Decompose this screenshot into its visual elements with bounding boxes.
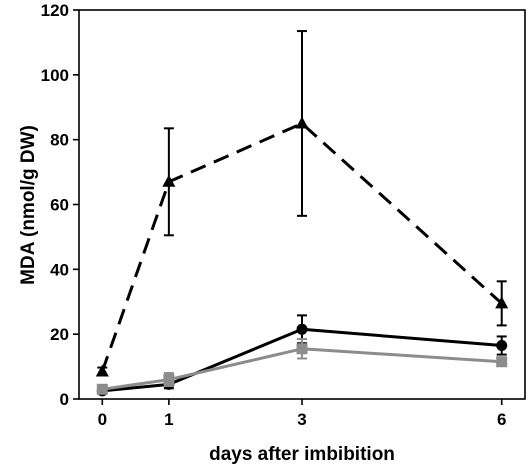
marks-layer	[95, 30, 509, 397]
series-1-line	[100, 122, 503, 372]
y-tick-label: 60	[50, 196, 69, 215]
y-tick-label: 0	[60, 390, 69, 409]
series-2-point	[296, 323, 308, 335]
x-axis-label: days after imbibition	[209, 444, 395, 465]
series-1-point	[495, 296, 509, 309]
x-tick-label: 3	[297, 410, 306, 429]
axes-layer: 0 20 40 60 80 100 120 0 1 3 6	[41, 1, 526, 429]
series-3-point	[496, 356, 508, 368]
y-tick-label: 20	[50, 325, 69, 344]
series-3-point	[296, 343, 308, 355]
y-tick-label: 40	[50, 260, 69, 279]
x-tick-label: 1	[164, 410, 173, 429]
series-1-point	[95, 364, 109, 377]
y-tick-label: 100	[41, 66, 69, 85]
series-1-point	[162, 174, 176, 187]
series-3-point	[96, 383, 108, 395]
y-tick-label: 120	[41, 1, 69, 20]
series-3-line	[102, 347, 502, 391]
series-2-line	[102, 327, 502, 393]
y-axis-label: MDA (nmol/g DW)	[18, 125, 39, 285]
y-tick-label: 80	[50, 131, 69, 150]
series-3-point	[163, 374, 175, 386]
x-tick-label: 6	[497, 410, 506, 429]
x-tick-label: 0	[98, 410, 107, 429]
series-2-point	[496, 340, 508, 352]
series-1-point	[295, 116, 309, 129]
